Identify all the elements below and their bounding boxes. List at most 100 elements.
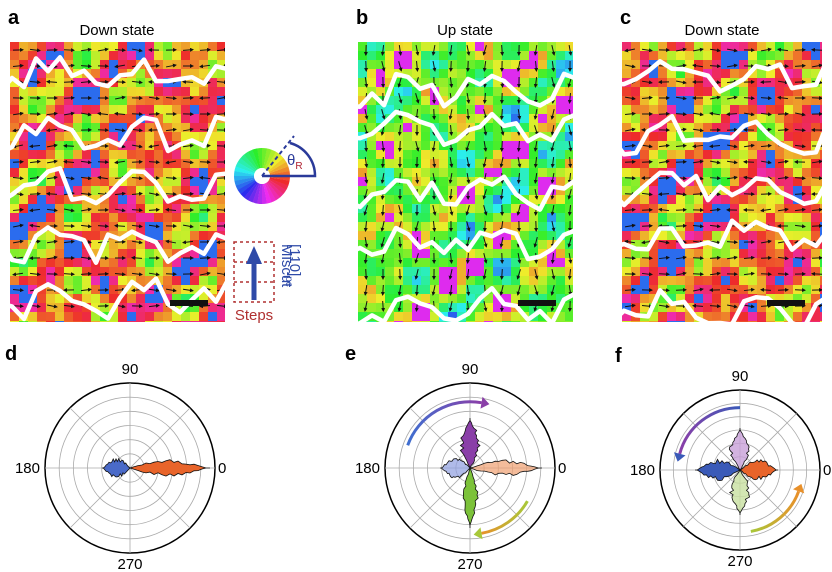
pixel <box>730 231 740 241</box>
pixel <box>91 87 101 97</box>
pixel <box>376 294 386 304</box>
panel-title: Down state <box>79 22 154 39</box>
pixel <box>82 168 92 178</box>
pixel <box>358 231 368 241</box>
pixel <box>685 285 695 295</box>
pixel <box>73 168 83 178</box>
pixel <box>118 105 128 115</box>
rotation-arrow <box>751 491 799 531</box>
pixel <box>19 150 29 160</box>
pixel <box>367 267 377 277</box>
pixel <box>448 78 458 88</box>
pixel <box>118 213 128 223</box>
pixel <box>181 96 191 106</box>
pixel <box>439 42 449 52</box>
pixel <box>811 123 821 133</box>
pixel <box>520 213 530 223</box>
pixel <box>640 213 650 223</box>
pixel <box>28 159 38 169</box>
pixel <box>73 96 83 106</box>
pixel <box>775 51 785 61</box>
pixel <box>820 258 830 268</box>
pixel <box>529 177 539 187</box>
pixel <box>385 159 395 169</box>
pixel <box>100 123 110 133</box>
pixel <box>64 51 74 61</box>
pixel <box>538 231 548 241</box>
pixel <box>694 60 704 70</box>
pixel <box>475 213 485 223</box>
pixel <box>412 276 422 286</box>
polarization-arrow <box>64 274 74 275</box>
pixel <box>766 195 776 205</box>
polarization-arrow <box>710 178 720 179</box>
pixel <box>385 60 395 70</box>
pixel <box>37 159 47 169</box>
pixel <box>502 258 512 268</box>
pixel <box>367 285 377 295</box>
pixel <box>385 267 395 277</box>
pixel <box>154 321 164 331</box>
pixel <box>448 114 458 124</box>
pixel <box>403 249 413 259</box>
pixel <box>73 60 83 70</box>
pixel <box>448 123 458 133</box>
pixel <box>457 258 467 268</box>
pixel <box>73 312 83 322</box>
panel-letter: d <box>5 343 17 365</box>
pixel <box>91 132 101 142</box>
pixel <box>10 240 20 250</box>
pixel <box>556 177 566 187</box>
pixel <box>520 267 530 277</box>
pixel <box>721 195 731 205</box>
pixel <box>439 294 449 304</box>
pixel <box>37 312 47 322</box>
pixel <box>547 321 557 331</box>
pixel <box>730 321 740 331</box>
pixel <box>73 204 83 214</box>
pixel <box>529 150 539 160</box>
pixel <box>793 222 803 232</box>
pixel <box>172 222 182 232</box>
pixel <box>676 312 686 322</box>
pixel <box>784 321 794 331</box>
pixel <box>757 258 767 268</box>
pixel <box>658 321 668 331</box>
pixel <box>421 258 431 268</box>
pixel <box>520 105 530 115</box>
pixel <box>82 321 92 331</box>
pixel <box>421 168 431 178</box>
pixel <box>784 258 794 268</box>
pixel <box>421 249 431 259</box>
polarization-arrow <box>693 194 703 195</box>
pixel <box>766 204 776 214</box>
pixel <box>520 321 530 331</box>
pixel <box>37 105 47 115</box>
pixel <box>538 240 548 250</box>
pixel <box>667 51 677 61</box>
pixel <box>685 96 695 106</box>
pixel <box>622 105 632 115</box>
pixel <box>784 105 794 115</box>
pixel <box>667 267 677 277</box>
pixel <box>748 249 758 259</box>
pixel <box>154 96 164 106</box>
pixel <box>376 321 386 331</box>
pixel <box>55 321 65 331</box>
pixel <box>556 168 566 178</box>
pixel <box>10 231 20 241</box>
pixel <box>730 267 740 277</box>
pixel <box>118 114 128 124</box>
pixel <box>694 231 704 241</box>
pixel <box>538 159 548 169</box>
pixel <box>367 258 377 268</box>
pixel <box>556 195 566 205</box>
pixel <box>631 159 641 169</box>
pixel <box>46 258 56 268</box>
pixel <box>484 321 494 331</box>
polarization-arrow <box>502 141 503 151</box>
pixel <box>538 321 548 331</box>
pixel <box>172 240 182 250</box>
pixel <box>739 168 749 178</box>
pixel <box>217 96 227 106</box>
